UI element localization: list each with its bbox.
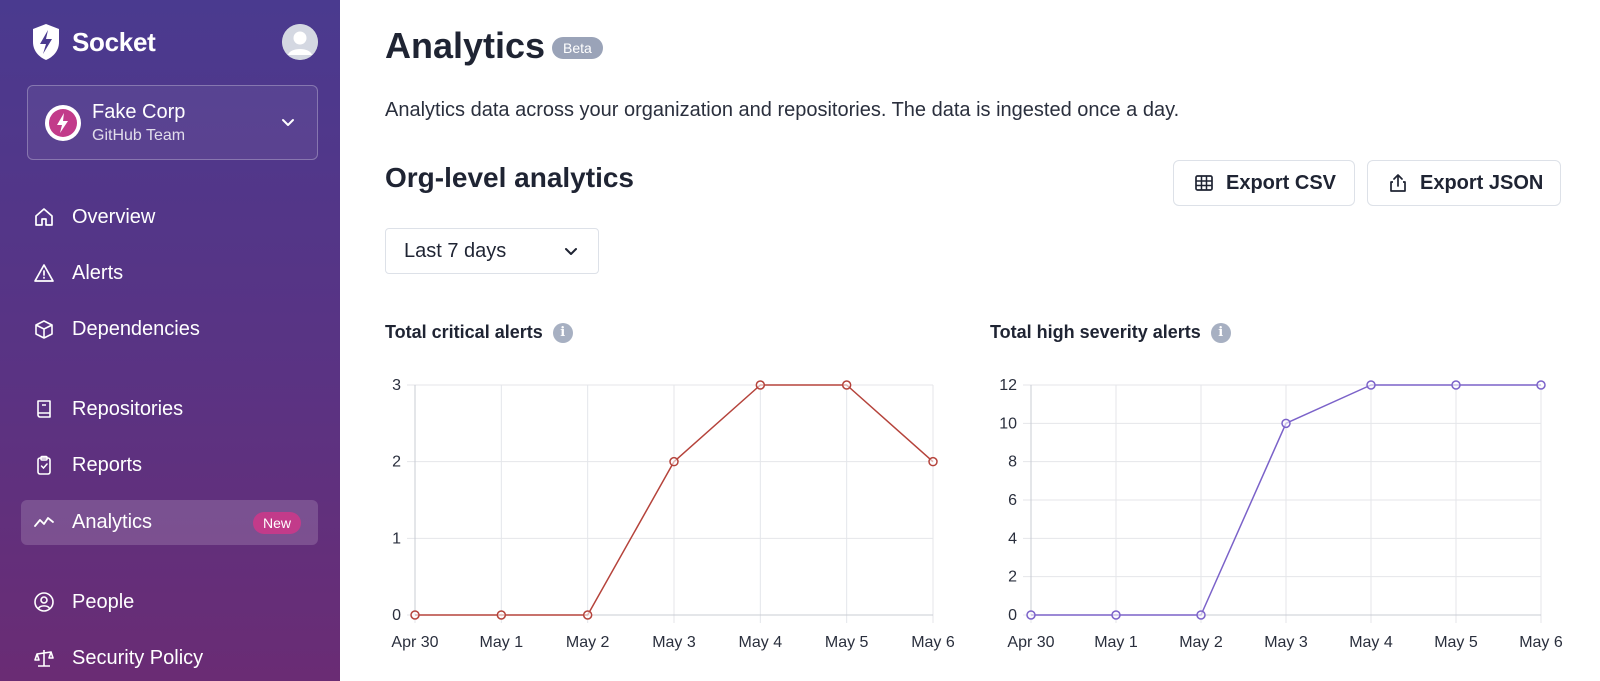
data-point (1536, 380, 1546, 390)
sidebar-item-label: Repositories (72, 398, 184, 420)
data-point (1281, 418, 1291, 429)
chart-title-critical: Total critical alerts i (385, 322, 573, 343)
x-tick-label: May 3 (652, 634, 696, 651)
sidebar-item-label: Reports (72, 454, 143, 476)
sidebar-item-repositories[interactable]: Repositories (21, 387, 318, 432)
home-icon (35, 208, 53, 226)
high-severity-alerts-chart: 0 2 4 6 8 10 12 Apr 30 May 1 May 2 May 3 May 4 May 5… (999, 377, 1563, 651)
data-point (1026, 610, 1036, 620)
brand-name: Socket (72, 26, 156, 57)
data-point (841, 380, 852, 390)
info-icon[interactable]: i (552, 322, 573, 343)
y-tick-label: 0 (392, 607, 401, 624)
x-tick-label: May 5 (1434, 634, 1478, 651)
data-point (1366, 380, 1376, 390)
user-avatar[interactable] (282, 24, 318, 60)
y-tick-label: 6 (1008, 492, 1017, 509)
section-title: Org-level analytics (385, 162, 635, 193)
org-plan: GitHub Team (92, 127, 186, 144)
table-icon (1195, 175, 1213, 191)
user-circle-icon (34, 592, 54, 612)
export-csv-label: Export CSV (1226, 171, 1337, 194)
x-tick-label: May 3 (1264, 634, 1308, 651)
y-tick-label: 3 (392, 377, 401, 394)
critical-alerts-chart: 0 1 2 3 Apr 30 May 1 May 2 May 3 May 4 May 5 May 6 (391, 377, 955, 651)
export-csv-button[interactable]: Export CSV (1173, 160, 1355, 206)
x-tick-label: May 5 (825, 634, 869, 651)
org-logo (45, 105, 81, 141)
x-tick-label: May 1 (1094, 634, 1138, 651)
x-tick-label: May 4 (1349, 634, 1393, 651)
y-tick-label: 4 (1008, 530, 1017, 547)
sidebar-item-overview[interactable]: Overview (21, 195, 318, 240)
data-point (582, 610, 593, 620)
sidebar-item-label: People (72, 591, 135, 613)
x-tick-label: Apr 30 (1007, 634, 1054, 651)
org-logo-icon (49, 109, 77, 137)
socket-logo-icon (33, 24, 59, 60)
x-tick-label: Apr 30 (391, 634, 438, 651)
y-tick-label: 10 (999, 415, 1017, 432)
user-icon (282, 24, 318, 60)
beta-badge: Beta (552, 37, 603, 59)
sidebar-item-alerts[interactable]: Alerts (21, 251, 318, 296)
y-tick-label: 12 (999, 377, 1017, 394)
warning-icon (34, 264, 54, 282)
date-range-select[interactable]: Last 7 days (385, 228, 599, 274)
data-point (410, 610, 420, 620)
package-icon (35, 320, 53, 339)
sidebar-item-label: Security Policy (72, 647, 204, 669)
sidebar-item-security-policy[interactable]: Security Policy (21, 636, 318, 681)
org-switcher[interactable]: Fake Corp GitHub Team (27, 85, 318, 160)
date-range-value: Last 7 days (404, 240, 507, 262)
page-subtitle: Analytics data across your organization … (385, 99, 1180, 121)
x-tick-label: May 6 (1519, 634, 1563, 651)
chart-title-text: Total high severity alerts (990, 322, 1201, 342)
sidebar-item-people[interactable]: People (21, 580, 318, 625)
info-icon[interactable]: i (1210, 322, 1231, 343)
chevron-down-icon (565, 248, 577, 255)
sidebar-item-label: Analytics (72, 511, 153, 533)
new-badge: New (253, 512, 302, 534)
sidebar-item-reports[interactable]: Reports (21, 443, 318, 488)
data-point (928, 456, 938, 467)
brand-logo[interactable]: Socket (30, 20, 156, 64)
sidebar-item-label: Overview (72, 206, 156, 228)
data-point (755, 380, 766, 390)
sidebar-item-analytics[interactable]: Analytics New (21, 500, 318, 545)
x-tick-label: May 2 (566, 634, 610, 651)
x-tick-label: May 4 (739, 634, 783, 651)
sidebar-item-dependencies[interactable]: Dependencies (21, 307, 318, 352)
scale-icon (34, 650, 54, 667)
sidebar-item-label: Alerts (72, 262, 124, 284)
y-tick-label: 0 (1008, 607, 1017, 624)
y-tick-label: 2 (392, 454, 401, 471)
org-name: Fake Corp (92, 101, 186, 123)
chevron-down-icon (282, 119, 294, 126)
sidebar-item-label: Dependencies (72, 318, 200, 340)
sidebar: Socket Fake Corp GitHub Team Overview (0, 0, 340, 681)
clipboard-icon (37, 455, 51, 475)
y-tick-label: 8 (1008, 454, 1017, 471)
y-tick-label: 2 (1008, 569, 1017, 586)
y-tick-label: 1 (392, 530, 401, 547)
x-tick-label: May 6 (911, 634, 955, 651)
page-title: Analytics (385, 25, 546, 66)
export-json-label: Export JSON (1420, 171, 1544, 194)
data-point (669, 456, 679, 467)
x-tick-label: May 2 (1179, 634, 1223, 651)
x-tick-label: May 1 (480, 634, 524, 651)
chart-title-text: Total critical alerts (385, 322, 543, 342)
data-point (1111, 610, 1121, 620)
data-point (1196, 610, 1206, 620)
export-json-button[interactable]: Export JSON (1367, 160, 1561, 206)
data-point (496, 610, 507, 620)
chart-title-high: Total high severity alerts i (990, 322, 1231, 343)
data-point (1451, 380, 1461, 390)
book-icon (37, 400, 51, 418)
share-icon (1390, 174, 1406, 192)
trend-icon (34, 517, 54, 527)
